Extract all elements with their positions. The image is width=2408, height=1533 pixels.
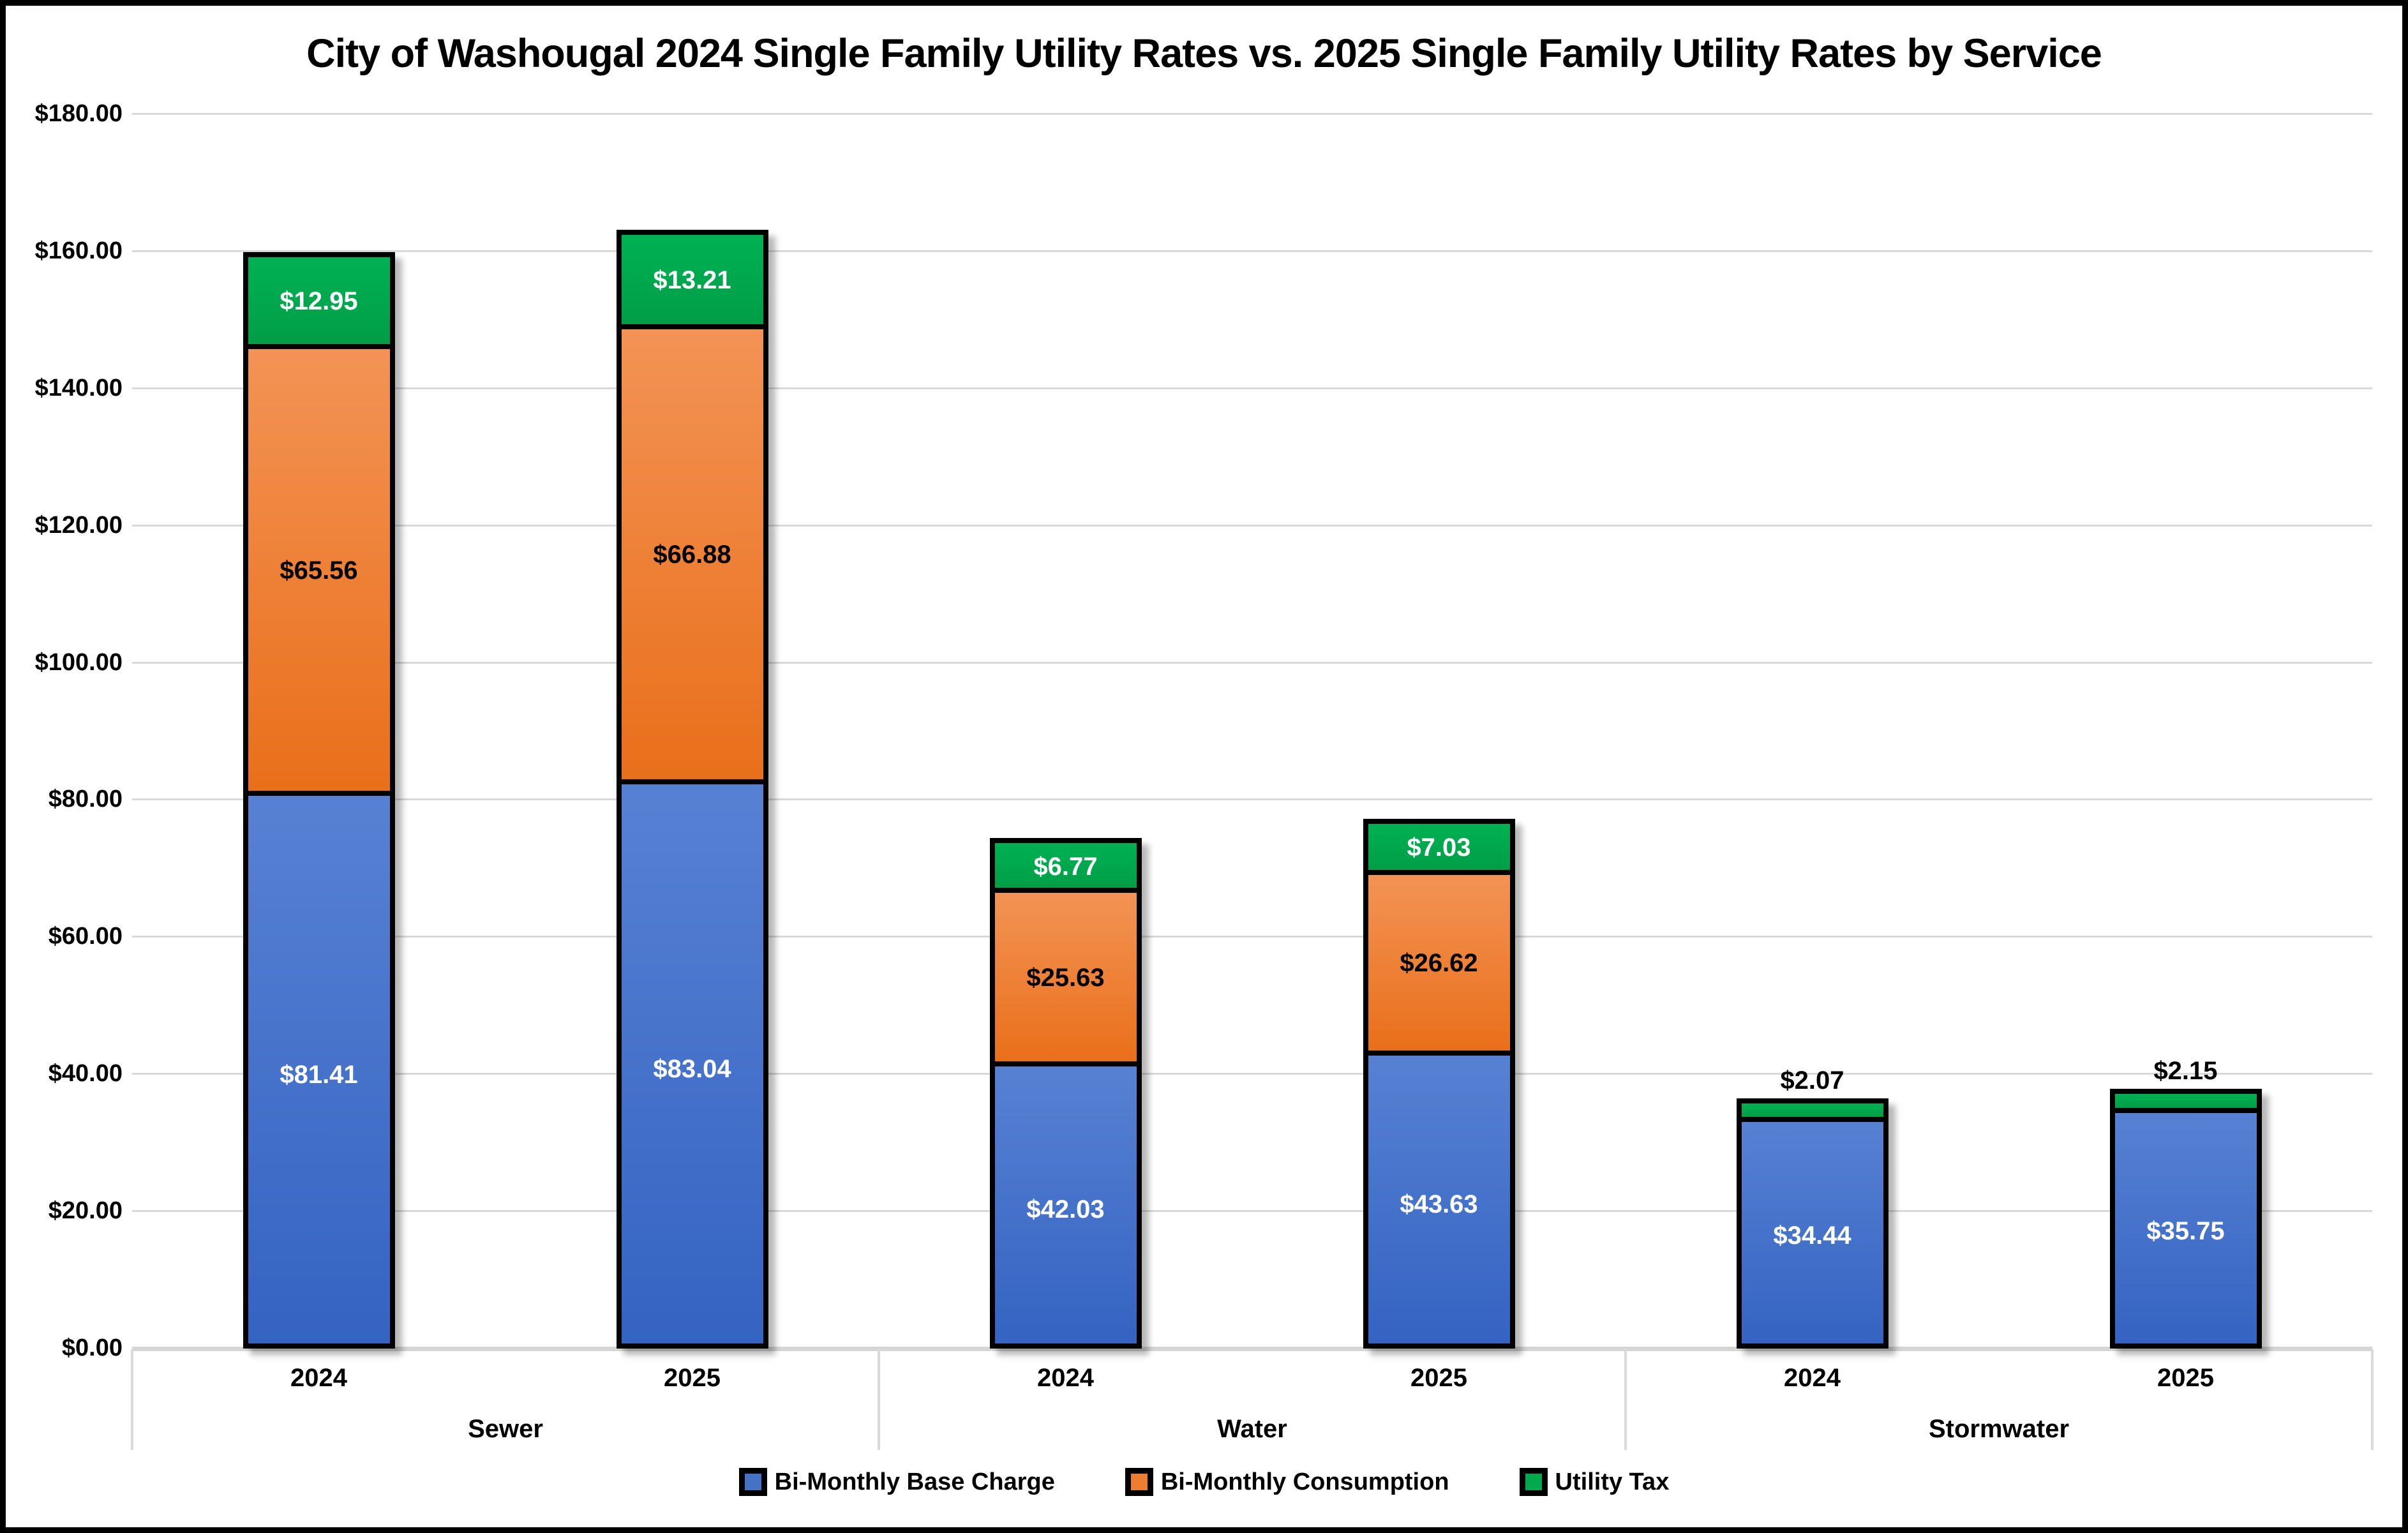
segment-bi-monthly-base-charge	[2114, 1107, 2257, 1343]
segment-utility-tax	[994, 843, 1137, 888]
segment-value-label: $43.63	[1400, 1190, 1478, 1218]
x-axis-year-label: 2024	[1037, 1364, 1094, 1392]
segment-utility-tax	[248, 257, 390, 345]
gridline	[132, 113, 2372, 115]
gridline	[132, 1210, 2372, 1213]
chart-title: City of Washougal 2024 Single Family Uti…	[306, 31, 2102, 76]
legend-item-bi-monthly-consumption: Bi-Monthly Consumption	[1125, 1468, 1449, 1496]
legend-swatch-utility-tax-icon	[1519, 1468, 1548, 1496]
segment-value-label: $66.88	[653, 541, 731, 569]
segment-bi-monthly-base-charge	[1368, 1051, 1510, 1343]
bar-stormwater-2024: $34.44 $2.07	[1736, 1068, 1888, 1349]
segment-value-label: $35.75	[2146, 1216, 2225, 1245]
y-axis-tick-label: $80.00	[48, 786, 123, 813]
x-axis-line	[132, 1347, 2372, 1351]
legend-label: Utility Tax	[1555, 1468, 1670, 1495]
legend-label: Bi-Monthly Base Charge	[774, 1468, 1055, 1495]
axis-divider	[131, 1349, 133, 1450]
y-axis-tick-label: $180.00	[34, 100, 123, 127]
y-axis-tick-label: $100.00	[34, 648, 123, 676]
y-axis-tick-label: $160.00	[34, 237, 123, 264]
bar-sewer-2024: $81.41 $65.56 $12.95	[243, 251, 395, 1349]
bar-water-2025: $43.63 $26.62 $7.03	[1363, 818, 1515, 1349]
segment-utility-tax	[1368, 823, 1510, 871]
legend-item-utility-tax: Utility Tax	[1519, 1468, 1670, 1496]
segment-value-label-outside: $2.07	[1780, 1066, 1844, 1095]
bar-stormwater-2025: $35.75 $2.15	[2109, 1058, 2262, 1349]
segment-bi-monthly-base-charge	[621, 779, 763, 1343]
y-axis-tick-label: $120.00	[34, 511, 123, 539]
segment-bi-monthly-base-charge	[1741, 1116, 1883, 1343]
gridline	[132, 798, 2372, 801]
axis-divider	[2371, 1349, 2374, 1450]
y-axis-tick-label: $40.00	[48, 1060, 123, 1088]
x-axis-category-label: Stormwater	[1928, 1415, 2070, 1443]
segment-value-label: $26.62	[1400, 949, 1478, 978]
y-axis-tick-label: $0.00	[61, 1335, 123, 1361]
x-axis-year-label: 2024	[290, 1364, 347, 1392]
segment-value-label: $25.63	[1026, 963, 1105, 992]
segment-value-label: $81.41	[280, 1060, 358, 1089]
x-axis-year-label: 2025	[1410, 1364, 1467, 1392]
gridline	[132, 661, 2372, 664]
legend-swatch-bi-monthly-consumption-icon	[1125, 1468, 1153, 1496]
bar-sewer-2025: $83.04 $66.88 $13.21	[616, 230, 768, 1349]
y-axis-tick-label: $20.00	[48, 1197, 123, 1225]
gridline	[132, 1073, 2372, 1075]
segment-value-label: $83.04	[653, 1054, 731, 1083]
axis-divider	[1624, 1349, 1627, 1450]
legend: Bi-Monthly Base Charge Bi-Monthly Consump…	[0, 1468, 2408, 1496]
segment-utility-tax	[1741, 1103, 1883, 1117]
segment-bi-monthly-consumption	[994, 888, 1137, 1062]
y-axis-tick-label: $60.00	[48, 923, 123, 950]
legend-label: Bi-Monthly Consumption	[1160, 1468, 1449, 1495]
segment-utility-tax	[2114, 1093, 2257, 1108]
segment-value-label: $34.44	[1773, 1221, 1851, 1250]
x-axis-category-label: Sewer	[468, 1415, 543, 1443]
axis-divider	[878, 1349, 880, 1450]
segment-value-label: $42.03	[1026, 1195, 1105, 1224]
gridline	[132, 250, 2372, 252]
segment-utility-tax	[621, 235, 763, 324]
legend-item-bi-monthly-base-charge: Bi-Monthly Base Charge	[738, 1468, 1055, 1496]
segment-bi-monthly-consumption	[621, 324, 763, 780]
segment-bi-monthly-consumption	[1368, 870, 1510, 1051]
segment-bi-monthly-base-charge	[248, 790, 390, 1343]
segment-value-label: $65.56	[280, 557, 358, 585]
bar-water-2024: $42.03 $25.63 $6.77	[989, 838, 1142, 1349]
x-axis-year-label: 2024	[1784, 1364, 1841, 1392]
x-axis-year-label: 2025	[2157, 1364, 2214, 1392]
gridline	[132, 524, 2372, 527]
x-axis-year-label: 2025	[664, 1364, 721, 1392]
x-axis-category-label: Water	[1217, 1415, 1287, 1443]
segment-value-label: $6.77	[1033, 852, 1098, 881]
gridline	[132, 936, 2372, 938]
y-axis-tick-label: $140.00	[34, 374, 123, 401]
gridline	[132, 387, 2372, 389]
segment-value-label: $12.95	[280, 287, 358, 316]
segment-value-label: $13.21	[653, 266, 731, 295]
segment-value-label: $7.03	[1407, 834, 1471, 862]
segment-bi-monthly-base-charge	[994, 1061, 1137, 1343]
segment-bi-monthly-consumption	[248, 344, 390, 791]
legend-swatch-bi-monthly-base-charge-icon	[738, 1468, 767, 1496]
segment-value-label-outside: $2.15	[2153, 1056, 2218, 1085]
